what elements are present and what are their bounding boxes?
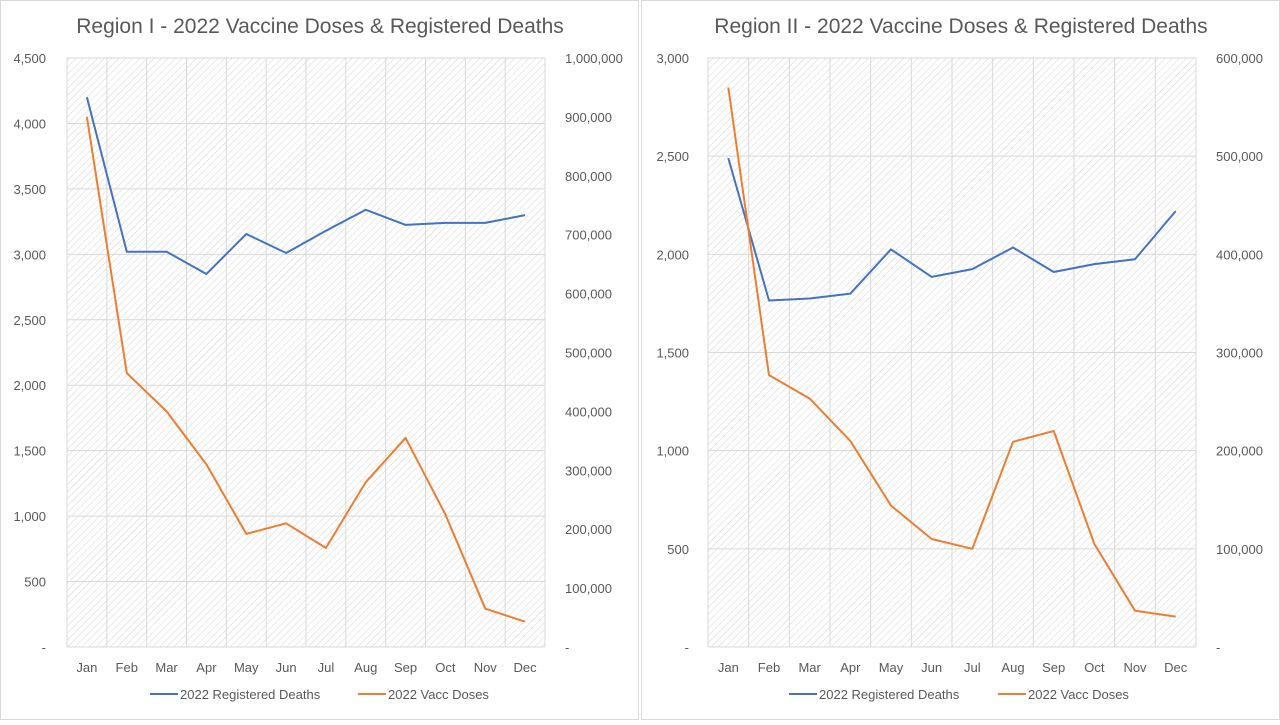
chart-title: Region I - 2022 Vaccine Doses & Register… [76, 15, 564, 38]
category-label: Nov [1123, 660, 1147, 675]
right-axis-tick-label: 900,000 [565, 110, 612, 125]
category-label: Mar [155, 660, 178, 675]
legend-label: 2022 Vacc Doses [388, 687, 489, 702]
category-label: Jun [276, 660, 297, 675]
category-label: Sep [394, 660, 417, 675]
right-axis-tick-label: 600,000 [565, 287, 612, 302]
chart-region-1: Region I - 2022 Vaccine Doses & Register… [13, 15, 622, 702]
right-axis-tick-label: 700,000 [565, 228, 612, 243]
category-label: Oct [1084, 660, 1105, 675]
left-axis-tick-label: 2,000 [656, 247, 689, 262]
category-label: Apr [840, 660, 861, 675]
category-label: Jan [718, 660, 739, 675]
chart-title: Region II - 2022 Vaccine Doses & Registe… [714, 15, 1207, 38]
category-label: Aug [1001, 660, 1024, 675]
left-axis-tick-label: 3,000 [656, 51, 689, 66]
left-axis-tick-label: 3,000 [13, 247, 46, 262]
right-axis-tick-label: 100,000 [565, 581, 612, 596]
category-label: Jun [921, 660, 942, 675]
left-axis-tick-label: 4,500 [13, 51, 46, 66]
left-axis-tick-label: 1,500 [13, 444, 46, 459]
category-label: Dec [1164, 660, 1188, 675]
right-axis-tick-label: 400,000 [565, 404, 612, 419]
category-label: Aug [354, 660, 377, 675]
right-axis-tick-label: - [565, 640, 569, 655]
category-label: Jul [318, 660, 335, 675]
series-line-registered-deaths [727, 157, 1177, 302]
legend-label: 2022 Registered Deaths [819, 687, 960, 702]
legend-label: 2022 Vacc Doses [1028, 687, 1129, 702]
category-label: Feb [116, 660, 138, 675]
right-axis-tick-label: 300,000 [1216, 346, 1263, 361]
category-label: Jul [964, 660, 981, 675]
category-label: May [234, 660, 259, 675]
series-line-registered-deaths [85, 97, 526, 275]
right-axis-tick-label: 200,000 [1216, 444, 1263, 459]
category-label: Mar [798, 660, 821, 675]
legend-label: 2022 Registered Deaths [180, 687, 321, 702]
category-label: May [879, 660, 904, 675]
right-axis-tick-label: 800,000 [565, 169, 612, 184]
left-axis-tick-label: - [685, 640, 689, 655]
left-axis-tick-label: 2,500 [656, 149, 689, 164]
left-axis-tick-label: 2,000 [13, 378, 46, 393]
left-axis-tick-label: 500 [667, 542, 689, 557]
left-axis-tick-label: 500 [24, 575, 46, 590]
right-axis-tick-label: 500,000 [1216, 149, 1263, 164]
left-axis-tick-label: 4,000 [13, 116, 46, 131]
right-axis-tick-label: 1,000,000 [565, 51, 623, 66]
category-label: Feb [758, 660, 780, 675]
category-label: Jan [76, 660, 97, 675]
left-axis-tick-label: 1,500 [656, 346, 689, 361]
right-axis-tick-label: 300,000 [565, 463, 612, 478]
right-axis-tick-label: 200,000 [565, 522, 612, 537]
left-axis-tick-label: 2,500 [13, 313, 46, 328]
right-axis-tick-label: 500,000 [565, 346, 612, 361]
category-label: Dec [514, 660, 538, 675]
series-line-vacc-doses [85, 116, 526, 623]
left-axis-tick-label: 3,500 [13, 182, 46, 197]
right-axis-tick-label: 400,000 [1216, 247, 1263, 262]
left-axis-tick-label: 1,000 [656, 444, 689, 459]
right-axis-tick-label: 100,000 [1216, 542, 1263, 557]
category-label: Apr [196, 660, 217, 675]
category-label: Oct [435, 660, 456, 675]
right-axis-tick-label: - [1216, 640, 1220, 655]
left-axis-tick-label: - [42, 640, 46, 655]
category-label: Sep [1042, 660, 1065, 675]
chart-region-2: Region II - 2022 Vaccine Doses & Registe… [656, 15, 1263, 702]
series-line-vacc-doses [727, 87, 1176, 618]
category-label: Nov [474, 660, 498, 675]
left-axis-tick-label: 1,000 [13, 509, 46, 524]
right-axis-tick-label: 600,000 [1216, 51, 1263, 66]
